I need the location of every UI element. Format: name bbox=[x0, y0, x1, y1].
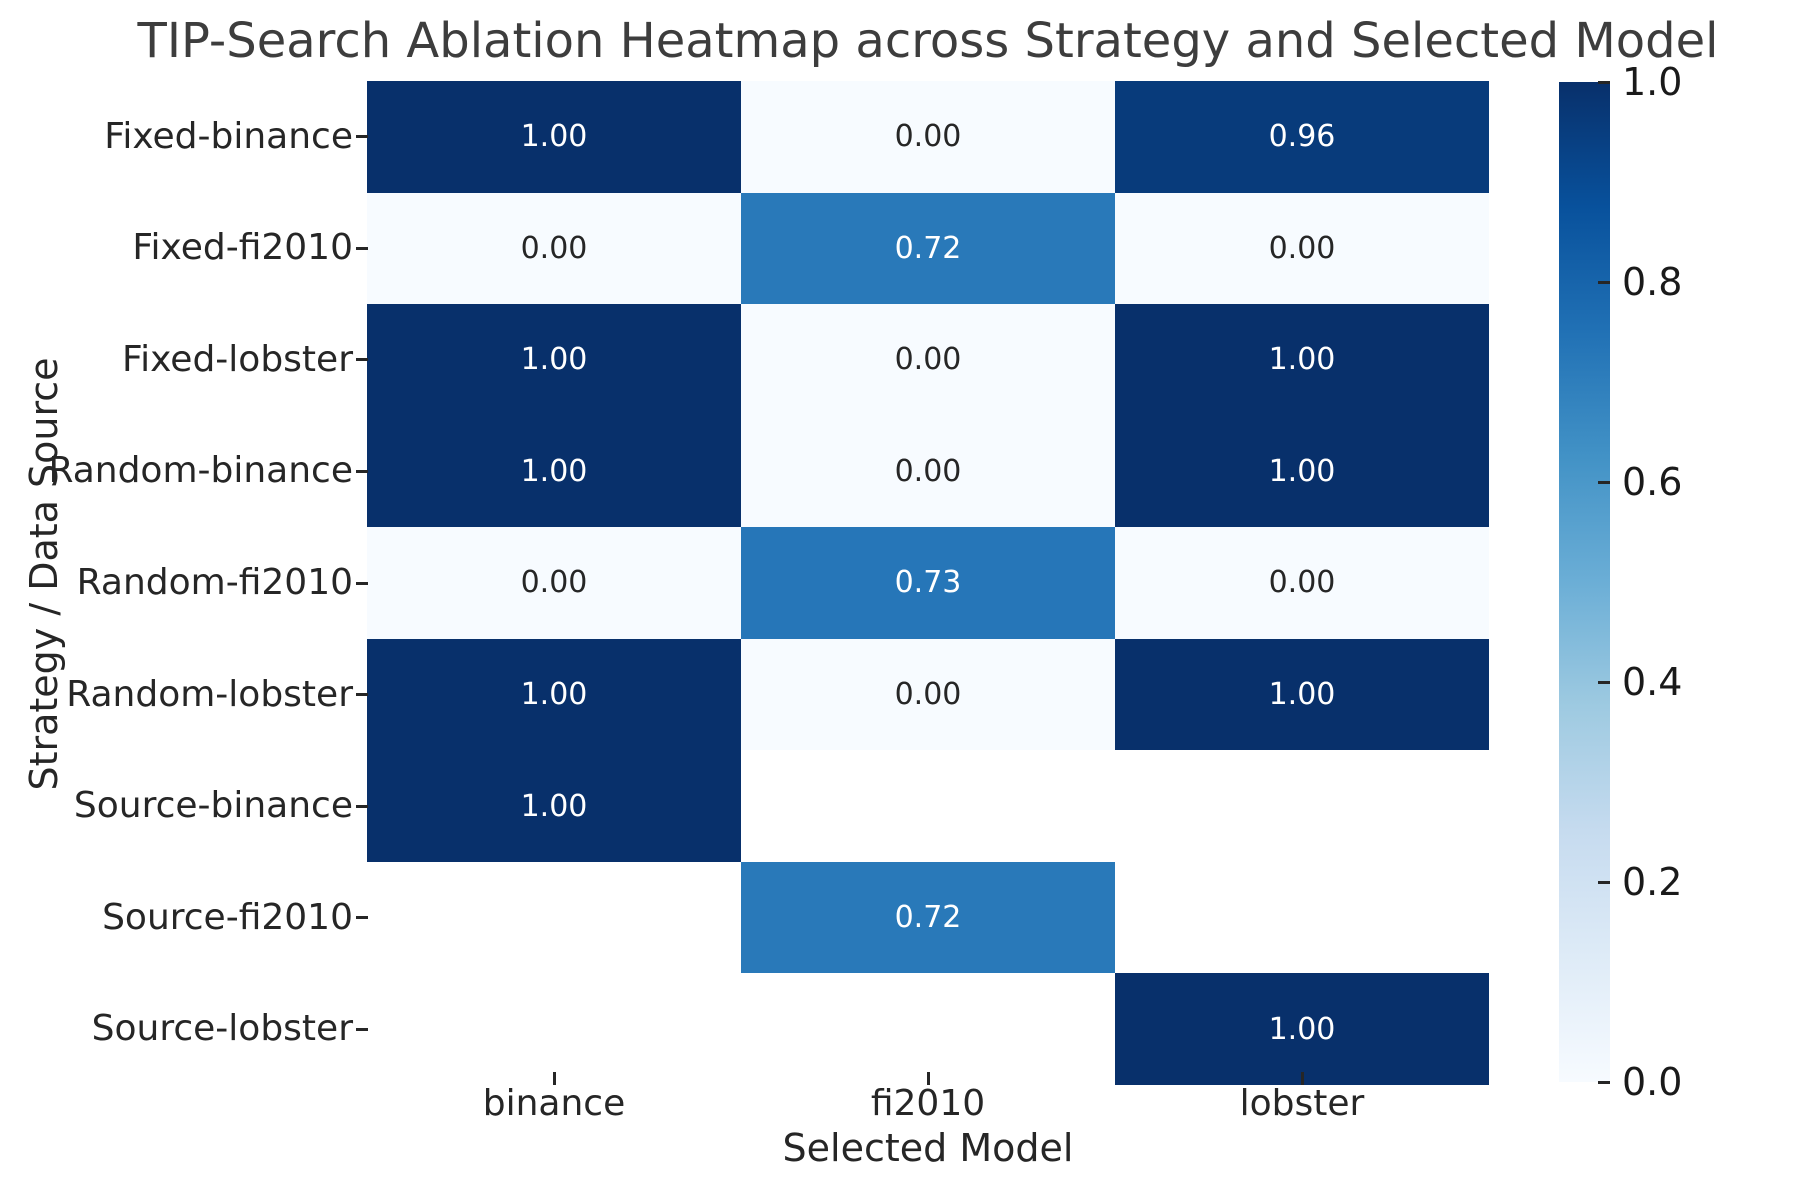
colorbar-tick-mark bbox=[1598, 1080, 1610, 1084]
heatmap-cell: 0.00 bbox=[741, 415, 1115, 528]
colorbar-tick-mark bbox=[1598, 280, 1610, 284]
x-tick-mark bbox=[1300, 1072, 1304, 1085]
heatmap-cell: 0.00 bbox=[741, 638, 1115, 751]
colorbar-tick-label: 0.8 bbox=[1622, 260, 1683, 304]
colorbar-tick-mark bbox=[1598, 680, 1610, 684]
heatmap-cell: 1.00 bbox=[367, 81, 741, 193]
y-tick-mark bbox=[356, 246, 368, 250]
colorbar-tick-label: 0.0 bbox=[1622, 1060, 1683, 1104]
colorbar-tick-label: 1.0 bbox=[1622, 60, 1683, 104]
heatmap-cell bbox=[1115, 750, 1489, 862]
x-tick-label: binance bbox=[482, 1083, 626, 1124]
y-tick-mark bbox=[356, 916, 368, 920]
heatmap-cell: 1.00 bbox=[367, 304, 741, 416]
colorbar bbox=[1559, 82, 1610, 1082]
y-tick-mark bbox=[356, 135, 368, 139]
heatmap-cell: 1.00 bbox=[367, 415, 741, 528]
x-tick-mark bbox=[552, 1072, 556, 1085]
heatmap-cell: 0.00 bbox=[1115, 192, 1489, 305]
colorbar-tick-label: 0.4 bbox=[1622, 660, 1683, 704]
chart-title: TIP-Search Ablation Heatmap across Strat… bbox=[137, 13, 1719, 69]
y-tick-label: Source-binance bbox=[73, 785, 353, 827]
heatmap-cell bbox=[367, 973, 741, 1085]
colorbar-tick-label: 0.6 bbox=[1622, 460, 1683, 504]
heatmap-cell: 1.00 bbox=[1115, 638, 1489, 751]
colorbar-tick-mark bbox=[1598, 480, 1610, 484]
heatmap-cell bbox=[1115, 861, 1489, 974]
colorbar-tick-mark bbox=[1598, 880, 1610, 884]
y-tick-mark bbox=[356, 1027, 368, 1031]
heatmap-cell: 1.00 bbox=[1115, 415, 1489, 528]
y-tick-label: Random-fi2010 bbox=[76, 562, 353, 603]
y-tick-mark bbox=[356, 693, 368, 697]
y-tick-label: Fixed-binance bbox=[104, 115, 353, 157]
colorbar-tick-mark bbox=[1598, 80, 1610, 84]
heatmap-cell: 0.00 bbox=[367, 527, 741, 639]
heatmap-cell: 0.00 bbox=[1115, 527, 1489, 639]
y-tick-mark bbox=[356, 469, 368, 473]
heatmap-cell: 1.00 bbox=[367, 638, 741, 751]
heatmap-cell: 1.00 bbox=[1115, 304, 1489, 416]
y-tick-mark bbox=[356, 804, 368, 808]
heatmap-cell: 1.00 bbox=[367, 750, 741, 862]
y-tick-mark bbox=[356, 581, 368, 585]
y-tick-label: Fixed-lobster bbox=[122, 338, 353, 380]
y-tick-label: Random-binance bbox=[48, 450, 353, 492]
y-tick-mark bbox=[356, 358, 368, 362]
heatmap-cell: 0.72 bbox=[741, 861, 1115, 974]
y-axis-label: Strategy / Data Source bbox=[22, 357, 66, 791]
heatmap-cell: 0.00 bbox=[741, 81, 1115, 193]
y-tick-label: Fixed-fi2010 bbox=[132, 227, 353, 269]
x-axis-label: Selected Model bbox=[782, 1126, 1074, 1170]
heatmap-cell: 0.72 bbox=[741, 192, 1115, 305]
x-tick-label: fi2010 bbox=[870, 1083, 986, 1124]
heatmap-cell bbox=[367, 861, 741, 974]
y-tick-label: Source-fi2010 bbox=[102, 896, 353, 938]
x-tick-mark bbox=[926, 1072, 930, 1085]
heatmap-cell: 0.00 bbox=[367, 192, 741, 305]
heatmap-grid: 1.00 0.00 0.96 0.00 0.72 0.00 1.00 0.00 1.00 1.00… bbox=[367, 81, 1489, 1085]
y-tick-label: Random-lobster bbox=[66, 673, 353, 715]
y-tick-label: Source-lobster bbox=[91, 1008, 353, 1050]
colorbar-tick-label: 0.2 bbox=[1622, 860, 1683, 904]
heatmap-cell bbox=[741, 750, 1115, 862]
heatmap-cell bbox=[741, 973, 1115, 1085]
heatmap-cell: 0.96 bbox=[1115, 81, 1489, 193]
heatmap-cell: 1.00 bbox=[1115, 973, 1489, 1085]
heatmap-cell: 0.00 bbox=[741, 304, 1115, 416]
x-tick-label: lobster bbox=[1239, 1083, 1365, 1124]
heatmap-cell: 0.73 bbox=[741, 527, 1115, 639]
